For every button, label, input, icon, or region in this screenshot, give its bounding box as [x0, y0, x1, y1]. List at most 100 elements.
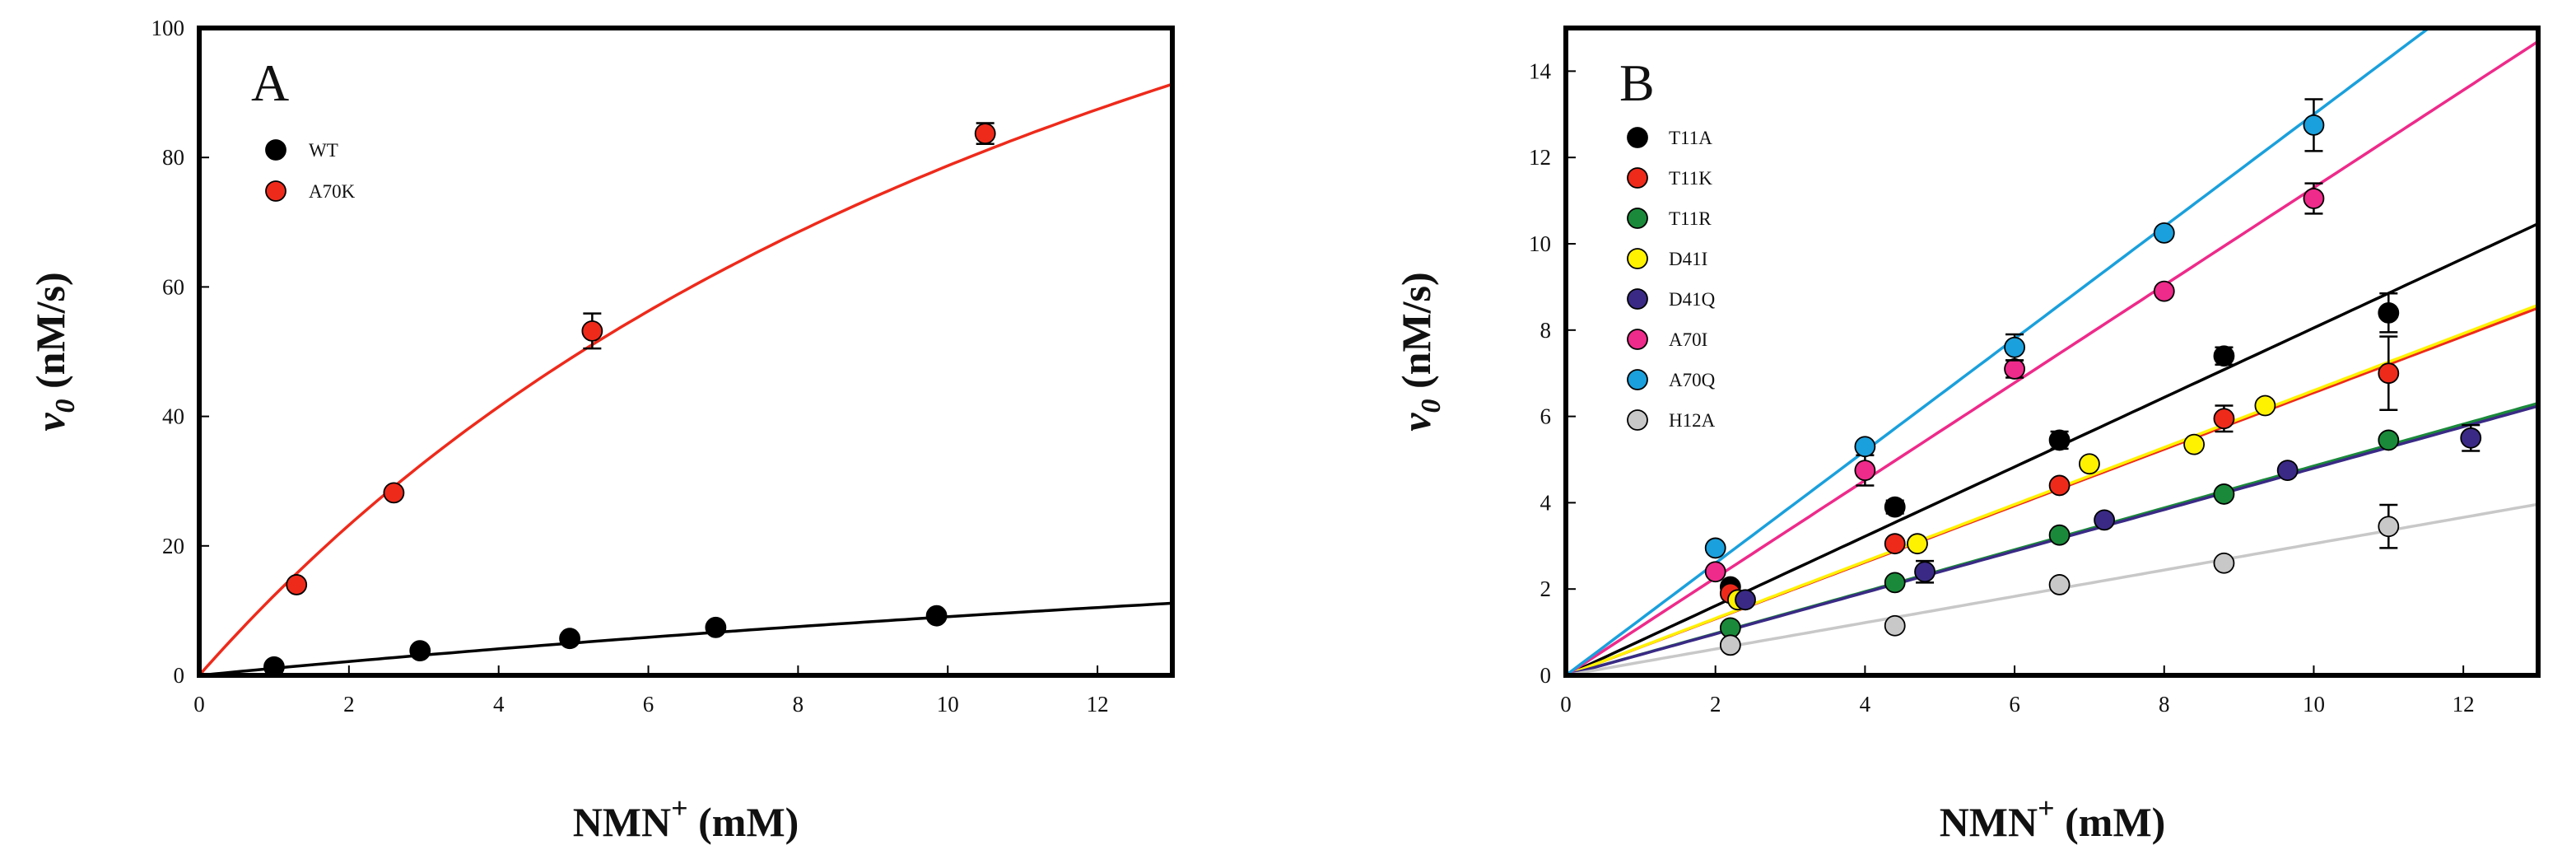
panel-b-legend-label: H12A: [1669, 410, 1716, 431]
panel-a-x-tick-label: 12: [1087, 692, 1109, 717]
panel-b-legend-marker-h12a: [1627, 409, 1648, 431]
panel-a-y-tick-label: 0: [174, 663, 185, 688]
panel-b-x-tick-label: 0: [1560, 692, 1572, 717]
panel-a-y-tick-label: 60: [162, 274, 184, 299]
panel-a-legend-label: A70K: [309, 181, 356, 202]
panel-b-x-tick-label: 10: [2303, 692, 2325, 717]
panel-a-legend-label: WT: [309, 140, 338, 161]
panel-b-x-tick-label: 6: [2009, 692, 2020, 717]
panel-b-y-tick-label: 6: [1540, 404, 1552, 429]
panel-b-x-axis-title: NMN+ (mM): [1940, 791, 2166, 845]
panel-b-y-axis-title: v0 (nM/s): [1393, 272, 1446, 431]
panel-b-legend-marker-a70i: [1627, 329, 1648, 350]
panel-b-point-t11k: [1884, 533, 1906, 555]
panel-b-point-a70q: [2303, 114, 2325, 136]
panel-b-legend-marker-t11r: [1627, 208, 1648, 229]
panel-b-point-d41q: [2094, 509, 2115, 531]
panel-b-legend-label: A70Q: [1669, 370, 1716, 390]
panel-b-point-a70q: [2153, 222, 2175, 244]
panel-b-legend-label: T11K: [1669, 168, 1712, 189]
panel-b-point-d41i: [1907, 533, 1928, 555]
panel-a-point-a70k: [383, 482, 405, 504]
panel-b-point-a70q: [2004, 336, 2025, 358]
panel-b-plot-frame: [1563, 26, 2541, 678]
panel-a-point-wt: [409, 640, 431, 662]
panel-b-x-tick-label: 8: [2159, 692, 2170, 717]
panel-a-x-tick-label: 8: [793, 692, 804, 717]
panel-a-x-axis-title-units: (mM): [688, 799, 799, 845]
panel-b-point-d41i: [2183, 433, 2206, 455]
panel-b-y-tick-label: 12: [1529, 145, 1551, 170]
panel-b-point-t11a: [2378, 301, 2400, 324]
panel-b-point-a70i: [1704, 561, 1726, 583]
panel-b-point-d41i: [2254, 394, 2276, 417]
panel-b-y-axis-title-subscript: 0: [1416, 399, 1446, 413]
panel-b-fit-line-a70q: [1566, 28, 2432, 675]
panel-b-y-axis-title-units: (nM/s): [1393, 272, 1439, 399]
panel-b-x-tick-label: 12: [2453, 692, 2475, 717]
panel-a-x-axis-title: NMN+ (mM): [573, 791, 799, 845]
panel-a-point-wt: [559, 628, 580, 650]
panel-b-y-tick-label: 14: [1529, 58, 1552, 83]
panel-a-legend-marker-wt: [265, 139, 286, 161]
panel-a-x-tick-label: 10: [937, 692, 959, 717]
panel-b-point-a70i: [2153, 280, 2175, 302]
panel-b-point-a70i: [1854, 460, 1876, 481]
panel-b-point-d41i: [2079, 453, 2100, 475]
panel-b-label: B: [1619, 54, 1655, 112]
panel-b: 0 2 4 6 8 10 12 0 2 4 6 8 10 12 14 B T11A T11K T11R D41I D41…: [1393, 26, 2541, 845]
panel-b-y-tick-label: 10: [1529, 231, 1551, 256]
panel-a-x-axis-title-main: NMN: [573, 799, 671, 845]
panel-a-fit-line-wt: [199, 601, 1172, 675]
panel-b-y-tick-label: 0: [1540, 663, 1552, 688]
panel-b-y-axis-title-symbol: v: [1393, 413, 1439, 432]
panel-b-point-d41q: [1914, 561, 1935, 583]
panel-a-fit-lines: [199, 82, 1172, 675]
panel-b-legend-marker-d41i: [1627, 248, 1648, 269]
panel-b-point-t11r: [2048, 524, 2071, 546]
panel-a-y-axis-title-subscript: 0: [50, 399, 81, 413]
panel-a-y-tick-label: 40: [162, 404, 184, 429]
panel-b-legend-marker-t11a: [1627, 127, 1648, 148]
panel-b-legend-marker-a70q: [1627, 369, 1648, 390]
panel-b-legend-label: D41Q: [1669, 289, 1716, 310]
panel-a-legend-marker-a70k: [265, 180, 286, 202]
panel-b-point-t11a: [2213, 345, 2235, 367]
panel-b-point-t11k: [2048, 474, 2071, 497]
panel-b-point-h12a: [1719, 634, 1741, 656]
panel-b-legend-marker-d41q: [1627, 288, 1648, 310]
panel-a-data-points: [263, 122, 996, 678]
panel-b-point-h12a: [2213, 552, 2235, 574]
panel-b-point-a70q: [1704, 537, 1726, 559]
panel-b-x-tick-label: 4: [1860, 692, 1871, 717]
panel-b-point-t11a: [2048, 429, 2071, 451]
panel-a-point-a70k: [286, 574, 308, 595]
panel-b-legend-label: D41I: [1669, 249, 1707, 269]
panel-b-point-t11a: [1884, 496, 1906, 518]
panel-a-legend: WT A70K: [265, 139, 356, 202]
panel-b-point-a70i: [2004, 358, 2025, 380]
panel-b-fit-line-a70i: [1566, 40, 2538, 675]
panel-b-x-axis-title-main: NMN: [1940, 799, 2038, 845]
panel-b-point-h12a: [1884, 614, 1906, 637]
panel-b-data-points: [1704, 98, 2482, 656]
panel-b-legend-label: T11A: [1669, 128, 1712, 148]
panel-a-y-axis-title: v0 (nM/s): [27, 272, 81, 431]
panel-a-fit-line-a70k: [199, 82, 1172, 675]
panel-a-x-tick-label: 6: [643, 692, 654, 717]
panel-b-point-t11r: [2378, 429, 2400, 451]
panel-b-point-t11r: [1884, 572, 1906, 594]
panel-b-x-axis-title-units: (mM): [2055, 799, 2166, 845]
panel-b-point-a70i: [2303, 188, 2325, 209]
panel-b-x-axis-title-superscript: +: [2038, 791, 2055, 824]
panel-b-point-t11k: [2378, 362, 2400, 385]
panel-a-x-axis-title-superscript: +: [671, 791, 688, 824]
panel-a-plot-frame: [197, 26, 1175, 678]
panel-b-y-tick-label: 8: [1540, 318, 1552, 343]
panel-a-point-a70k: [974, 123, 996, 145]
panel-b-legend-label: A70I: [1669, 329, 1707, 350]
panel-b-point-d41q: [1735, 589, 1756, 611]
panel-a-y-axis-title-units: (nM/s): [27, 272, 73, 399]
panel-a-point-a70k: [581, 320, 603, 342]
